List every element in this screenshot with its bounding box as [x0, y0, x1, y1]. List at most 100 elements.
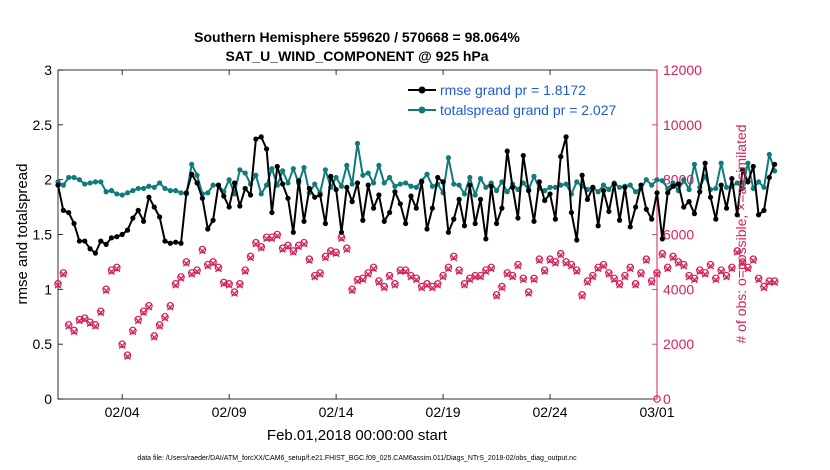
- rmse-point: [194, 180, 200, 186]
- obs-assimilated-marker: [621, 273, 629, 281]
- rmse-point: [686, 199, 692, 205]
- obs-assimilated-marker: [370, 265, 378, 273]
- obs-possible-marker: [589, 271, 597, 280]
- x-tick-label: 02/24: [533, 404, 568, 420]
- y-tick-label-left: 2.5: [33, 117, 53, 133]
- obs-possible-marker: [348, 285, 356, 294]
- totalspread-point: [194, 172, 200, 178]
- totalspread-point: [558, 182, 564, 188]
- obs-assimilated-marker: [755, 276, 763, 284]
- obs-assimilated-marker: [412, 276, 420, 284]
- obs-possible-marker: [733, 247, 742, 255]
- totalspread-point: [87, 180, 93, 186]
- obs-assimilated-marker: [321, 254, 329, 262]
- y-tick-label-right: 6000: [663, 227, 694, 243]
- obs-assimilated-marker: [396, 268, 404, 275]
- obs-assimilated-marker: [723, 273, 730, 281]
- totalspread-point: [140, 185, 147, 192]
- obs-possible-marker: [96, 307, 105, 316]
- obs-assimilated-marker: [263, 235, 271, 243]
- totalspread-point: [322, 167, 329, 173]
- legend-box: [404, 77, 653, 121]
- obs-possible-marker: [647, 277, 656, 285]
- obs-assimilated-marker: [428, 284, 436, 292]
- obs-assimilated-marker: [498, 284, 506, 292]
- rmse-point: [739, 167, 746, 173]
- obs-possible-marker: [369, 263, 378, 272]
- rmse-point: [611, 181, 617, 187]
- rmse-point: [563, 134, 569, 140]
- obs-possible-marker: [102, 285, 110, 294]
- rmse-point: [659, 236, 665, 242]
- totalspread-point: [397, 181, 403, 187]
- obs-possible-marker: [139, 307, 148, 316]
- rmse-point: [392, 189, 398, 195]
- obs-assimilated-marker: [562, 259, 570, 267]
- rmse-point: [723, 205, 730, 211]
- totalspread-point: [354, 140, 361, 147]
- totalspread-point: [493, 188, 500, 194]
- obs-possible-marker: [535, 255, 544, 263]
- x-axis-label: Feb.01,2018 00:00:00 start: [267, 427, 448, 444]
- obs-possible-marker: [198, 245, 207, 254]
- obs-assimilated-marker: [444, 265, 452, 273]
- totalspread-point: [386, 174, 393, 181]
- rmse-point: [761, 207, 767, 213]
- obs-assimilated-marker: [81, 316, 89, 323]
- totalspread-point: [285, 180, 291, 186]
- rmse-point: [338, 229, 345, 235]
- rmse-point: [60, 207, 66, 213]
- x-tick-label: 02/09: [212, 404, 247, 420]
- obs-possible-marker: [610, 274, 619, 283]
- rmse-point: [381, 218, 387, 224]
- obs-assimilated-marker: [236, 281, 244, 289]
- rmse-point: [697, 189, 703, 195]
- rmse-point: [772, 161, 778, 167]
- obs-possible-marker: [760, 282, 768, 291]
- rmse-point: [247, 192, 254, 198]
- rmse-point: [285, 195, 291, 201]
- obs-possible-marker: [273, 230, 282, 239]
- rmse-point: [472, 220, 478, 227]
- totalspread-point: [456, 182, 462, 188]
- obs-assimilated-marker: [327, 248, 335, 256]
- rmse-point: [531, 218, 537, 224]
- totalspread-point: [718, 160, 724, 166]
- rmse-point: [210, 217, 216, 223]
- rmse-point: [242, 185, 248, 192]
- rmse-point: [55, 182, 61, 188]
- obs-possible-marker: [439, 271, 447, 280]
- legend-spread-marker: [418, 106, 426, 114]
- obs-possible-marker: [123, 351, 132, 359]
- obs-assimilated-marker: [177, 274, 185, 282]
- obs-assimilated-marker: [573, 268, 581, 275]
- obs-assimilated-marker: [616, 281, 624, 289]
- obs-possible-marker: [171, 280, 180, 288]
- obs-assimilated-marker: [241, 268, 249, 275]
- totalspread-point: [477, 175, 484, 182]
- obs-assimilated-marker: [252, 240, 260, 248]
- totalspread-point: [691, 161, 698, 167]
- totalspread-point: [66, 174, 72, 181]
- obs-assimilated-marker: [551, 259, 559, 267]
- rmse-point: [558, 154, 564, 160]
- rmse-point: [729, 175, 735, 182]
- obs-assimilated-marker: [541, 268, 549, 275]
- obs-possible-marker: [214, 263, 223, 272]
- obs-assimilated-marker: [439, 273, 447, 281]
- obs-possible-marker: [289, 247, 298, 255]
- x-tick-label: 03/01: [639, 404, 674, 420]
- obs-possible-marker: [64, 321, 73, 329]
- obs-assimilated-marker: [354, 277, 361, 285]
- rmse-point: [403, 220, 409, 227]
- rmse-point: [467, 182, 473, 188]
- rmse-point: [108, 235, 115, 241]
- obs-assimilated-marker: [316, 270, 324, 278]
- rmse-point: [483, 236, 489, 242]
- rmse-point: [189, 171, 195, 177]
- rmse-point: [397, 201, 403, 207]
- totalspread-point: [76, 177, 82, 183]
- obs-assimilated-marker: [519, 276, 527, 284]
- legend: rmse grand pr = 1.8172 totalspread grand…: [404, 77, 653, 121]
- obs-possible-marker: [145, 301, 153, 310]
